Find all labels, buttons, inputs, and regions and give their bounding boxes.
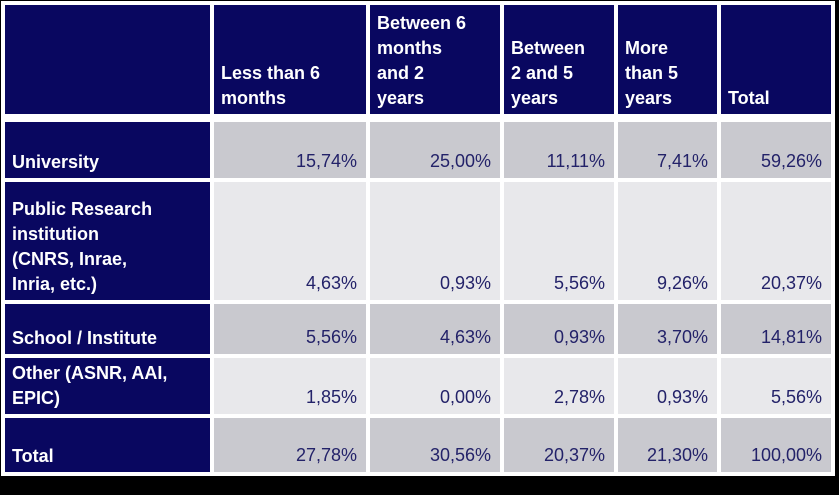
value-cell: 20,37% [504,418,614,472]
value-cell: 0,93% [504,304,614,354]
row-label-university: University [5,122,210,178]
table-row-other: Other (ASNR, AAI, EPIC) 1,85% 0,00% 2,78… [5,358,831,414]
value-cell: 2,78% [504,358,614,414]
table-row-school-institute: School / Institute 5,56% 4,63% 0,93% 3,7… [5,304,831,354]
value-cell: 0,93% [370,182,500,300]
row-total-cell: 59,26% [721,122,831,178]
value-cell: 7,41% [618,122,717,178]
grand-total-cell: 100,00% [721,418,831,472]
header-row: Less than 6 months Between 6 months and … [5,5,831,114]
value-cell: 5,56% [214,304,366,354]
row-label-school-institute: School / Institute [5,304,210,354]
column-header-between-6-months-2-years: Between 6 months and 2 years [370,5,500,114]
row-label-total: Total [5,418,210,472]
table-row-public-research: Public Research institution (CNRS, Inrae… [5,182,831,300]
value-cell: 15,74% [214,122,366,178]
table-row-total: Total 27,78% 30,56% 20,37% 21,30% 100,00… [5,418,831,472]
row-label-public-research: Public Research institution (CNRS, Inrae… [5,182,210,300]
value-cell: 5,56% [504,182,614,300]
corner-cell [5,5,210,114]
value-cell: 0,00% [370,358,500,414]
crosstab-table: Less than 6 months Between 6 months and … [1,1,835,476]
row-total-cell: 14,81% [721,304,831,354]
value-cell: 9,26% [618,182,717,300]
row-total-cell: 5,56% [721,358,831,414]
value-cell: 4,63% [370,304,500,354]
value-cell: 3,70% [618,304,717,354]
column-header-total: Total [721,5,831,114]
column-header-less-than-6-months: Less than 6 months [214,5,366,114]
value-cell: 30,56% [370,418,500,472]
value-cell: 25,00% [370,122,500,178]
row-label-other: Other (ASNR, AAI, EPIC) [5,358,210,414]
value-cell: 11,11% [504,122,614,178]
column-header-between-2-5-years: Between 2 and 5 years [504,5,614,114]
row-total-cell: 20,37% [721,182,831,300]
table-row-university: University 15,74% 25,00% 11,11% 7,41% 59… [5,122,831,178]
value-cell: 1,85% [214,358,366,414]
value-cell: 21,30% [618,418,717,472]
value-cell: 0,93% [618,358,717,414]
value-cell: 4,63% [214,182,366,300]
value-cell: 27,78% [214,418,366,472]
column-header-more-than-5-years: More than 5 years [618,5,717,114]
